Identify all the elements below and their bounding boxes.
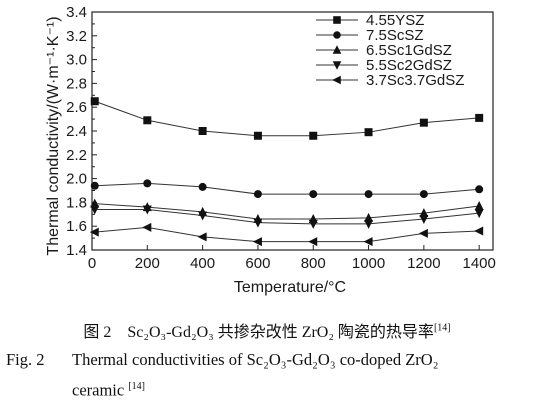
caption-cn-number: 图 2 [83,324,112,341]
y-tick-label: 2.0 [66,171,87,188]
y-tick-label: 1.4 [66,242,87,259]
data-point [90,181,99,190]
legend-marker [333,16,341,24]
series-line [94,226,480,243]
x-axis-label: Temperature/°C [234,279,346,296]
series-4.55YSZ [90,97,484,140]
series-line [94,209,480,225]
data-point [419,208,429,218]
legend-label: 5.5Sc2GdSZ [366,57,452,74]
data-point [475,113,484,122]
legend-marker [332,61,342,70]
data-point [475,185,484,194]
data-point [143,116,152,125]
caption-chinese: 图 2 Sc₂O₃-Gd₂O₃ 共掺杂改性 ZrO₂ 陶瓷的热导率[14] [0,318,534,342]
data-point [308,237,318,247]
x-tick-label: 1400 [462,255,495,272]
data-point [90,205,100,215]
data-point [419,118,428,127]
data-point [142,205,152,215]
y-tick-label: 2.8 [66,75,87,92]
legend-marker [332,75,341,85]
data-point [142,222,152,232]
series-3.7Sc3.7GdSZ [89,222,484,247]
y-tick-label: 2.4 [66,123,87,140]
data-point [364,212,374,222]
data-point [198,182,207,191]
series-5.5Sc2GdSZ [90,205,484,229]
y-tick-label: 1.6 [66,218,87,235]
x-tick-label: 600 [245,255,270,272]
data-point [198,211,208,221]
x-tick-label: 0 [88,255,96,272]
legend-item: 7.5ScSZ [316,27,424,44]
data-point [364,128,373,137]
legend-item: 3.7Sc3.7GdSZ [316,72,464,89]
data-point [253,190,262,199]
caption-en-text: Thermal conductivities of Sc₂O₃-Gd₂O₃ co… [72,350,439,369]
y-tick-label: 1.8 [66,194,87,211]
caption-en-ref: [14] [128,381,146,392]
y-tick-label: 2.6 [66,99,87,116]
legend-label: 6.5Sc1GdSZ [366,42,452,59]
series-line [94,203,480,220]
caption-english: Fig. 2 Thermal conductivities of Sc₂O₃-Gd… [6,346,526,404]
data-point [363,237,373,247]
data-point [309,190,318,199]
data-point [143,179,152,188]
data-point [253,218,263,228]
data-point [197,232,207,242]
y-tick-label: 3.2 [66,28,87,45]
legend-marker [333,31,341,39]
x-tick-label: 800 [301,255,326,272]
legend-marker [332,45,342,54]
x-tick-label: 400 [190,255,215,272]
data-point [90,97,99,106]
x-axis-ticks: 0 200 400 600 800 1000 1200 1400 [88,245,496,272]
series-7.5ScSZ [90,179,484,199]
data-point [418,228,428,238]
x-tick-label: 1200 [407,255,440,272]
data-point [474,209,484,219]
data-point [419,215,429,225]
x-tick-label: 200 [135,255,160,272]
data-point [474,226,484,236]
data-point [252,237,262,247]
data-point [364,219,374,229]
series-layer [89,97,484,247]
y-axis-label: Thermal conductivity/(W·m⁻¹·K⁻¹) [45,16,62,255]
y-axis-ticks: 1.4 1.6 1.8 2.0 2.2 2.4 2.6 2.8 3.0 3.2 3.4 [66,4,97,259]
data-point [89,227,99,237]
data-point [474,200,484,210]
series-line [94,182,480,195]
data-point [419,190,428,199]
data-point [309,131,318,140]
data-point [308,219,318,229]
data-point [364,190,373,199]
legend-label: 7.5ScSZ [366,27,424,44]
caption-en-text-line2: ceramic [72,380,125,400]
x-tick-label: 1000 [352,255,385,272]
legend-item: 4.55YSZ [316,12,424,29]
caption-cn-ref: [14] [433,322,451,334]
legend-label: 3.7Sc3.7GdSZ [366,72,464,89]
legend: 4.55YSZ7.5ScSZ6.5Sc1GdSZ5.5Sc2GdSZ3.7Sc3… [316,12,464,89]
data-point [253,131,262,140]
y-tick-label: 3.0 [66,52,87,69]
y-tick-label: 2.2 [66,147,87,164]
y-tick-label: 3.4 [66,4,87,21]
legend-label: 4.55YSZ [366,12,424,29]
data-point [90,198,100,208]
series-line [94,100,480,137]
legend-item: 5.5Sc2GdSZ [316,57,452,74]
legend-item: 6.5Sc1GdSZ [316,42,452,59]
caption-en-number: Fig. 2 [6,350,45,369]
data-point [198,127,207,135]
thermal-conductivity-chart: 0 200 400 600 800 1000 1200 1400 1.4 1.6 1.8 2.0 2.… [45,4,496,296]
caption-cn-text: Sc₂O₃-Gd₂O₃ 共掺杂改性 ZrO₂ 陶瓷的热导率 [127,324,434,341]
